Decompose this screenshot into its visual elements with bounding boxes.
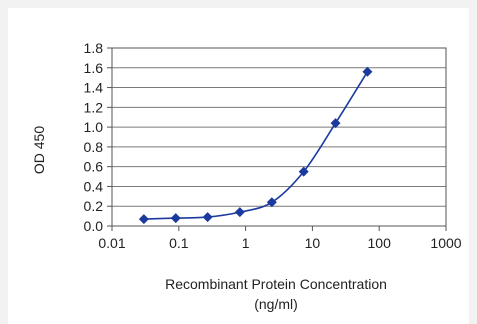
data-point — [202, 212, 213, 223]
y-tick-label: 0.2 — [84, 198, 104, 214]
fit-curve — [143, 71, 369, 220]
x-tick-label: 100 — [368, 235, 392, 251]
y-axis-ticks: 0.0 0.2 0.4 0.6 0.8 1.0 1.2 1.4 1.6 1.8 — [84, 40, 112, 234]
data-point — [298, 166, 309, 177]
data-point — [266, 197, 277, 208]
data-point — [330, 118, 341, 129]
x-tick-label: 1000 — [430, 235, 461, 251]
chart-panel — [8, 8, 469, 324]
data-point — [362, 66, 373, 77]
y-tick-label: 1.6 — [84, 60, 104, 76]
y-tick-label: 1.4 — [84, 80, 104, 96]
y-tick-label: 0.6 — [84, 159, 104, 175]
y-axis-title: OD 450 — [31, 126, 47, 174]
data-points — [138, 66, 373, 225]
x-tick-label: 1 — [242, 235, 250, 251]
x-axis-title: Recombinant Protein Concentration — [165, 276, 387, 292]
data-point — [234, 207, 245, 218]
y-tick-label: 0.8 — [84, 139, 104, 155]
x-tick-label: 0.01 — [98, 235, 125, 251]
y-tick-label: 0.0 — [84, 218, 104, 234]
y-tick-label: 1.8 — [84, 40, 104, 56]
data-point — [138, 214, 149, 225]
plot-area — [111, 47, 447, 227]
x-axis-ticks: 0.01 0.1 1 10 100 1000 — [98, 226, 462, 251]
x-tick-label: 10 — [305, 235, 321, 251]
y-tick-label: 0.4 — [84, 178, 104, 194]
y-tick-label: 1.2 — [84, 99, 104, 115]
y-tick-label: 1.0 — [84, 119, 104, 135]
gridlines — [112, 47, 446, 227]
x-axis-units: (ng/ml) — [254, 296, 298, 312]
x-tick-label: 0.1 — [169, 235, 189, 251]
data-point — [170, 213, 181, 224]
